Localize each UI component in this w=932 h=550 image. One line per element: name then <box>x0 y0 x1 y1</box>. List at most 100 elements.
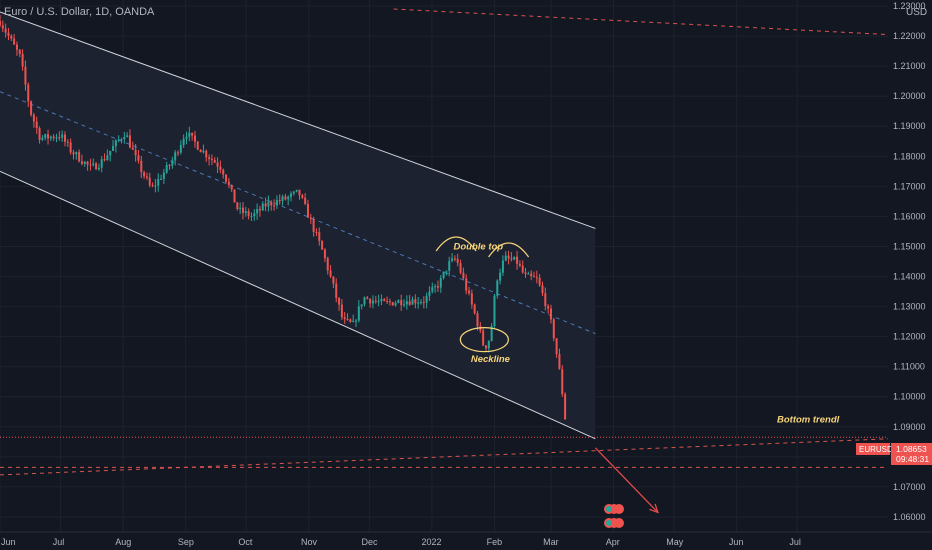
candle-body <box>256 209 259 214</box>
candle-body <box>417 302 420 304</box>
candle-body <box>318 232 321 241</box>
channel-upper-line <box>0 11 596 229</box>
candle-body <box>484 345 487 349</box>
candle-body <box>55 137 58 139</box>
candle-body <box>193 135 196 142</box>
candle-body <box>160 178 163 180</box>
candle-body <box>516 256 519 264</box>
candle-body <box>210 158 213 160</box>
candle-body <box>431 287 434 292</box>
candle-body <box>148 177 151 186</box>
candle-body <box>419 302 422 304</box>
candle-body <box>315 231 318 233</box>
candle-body <box>202 150 205 153</box>
candle-body <box>323 249 326 259</box>
candle-body <box>10 35 13 39</box>
candle-body <box>442 271 445 279</box>
candle-body <box>154 185 157 187</box>
candle-body <box>343 317 346 320</box>
annotation-label: Double top <box>454 241 504 252</box>
y-tick-label: 1.07000 <box>893 482 926 492</box>
candle-body <box>312 218 315 232</box>
forecast-arrow-icon <box>649 503 659 514</box>
candle-body <box>278 200 281 202</box>
candle-body <box>561 369 564 395</box>
x-tick-label: May <box>666 537 684 547</box>
candle-body <box>61 134 64 138</box>
candle-body <box>7 32 10 36</box>
symbol-badge-text: EURUSD <box>859 445 893 454</box>
candle-body <box>131 147 134 150</box>
candle-body <box>258 209 261 211</box>
candle-body <box>374 300 377 302</box>
candle-body <box>21 53 24 67</box>
candle-body <box>100 159 103 168</box>
candle-body <box>377 301 380 303</box>
candle-body <box>236 202 239 210</box>
price-axis[interactable]: 1.23000 1.22000 1.21000 1.20000 1.19000 1.180… <box>888 0 932 550</box>
candle-body <box>414 299 417 304</box>
x-tick-label: Feb <box>487 537 503 547</box>
candle-body <box>391 302 394 306</box>
candle-body <box>355 320 358 322</box>
candle-body <box>547 306 550 309</box>
annotations: Double top Neckline Bottom trendl <box>454 241 840 425</box>
candle-body <box>476 313 479 327</box>
symbol-title: Euro / U.S. Dollar, 1D, OANDA <box>4 6 155 18</box>
time-axis[interactable]: Jun Jul Aug Sep Oct Nov Dec 2022 Feb Mar Apr May Jun… <box>0 531 932 547</box>
candle-body <box>239 207 242 210</box>
candle-body <box>306 203 309 218</box>
candle-body <box>140 160 143 173</box>
candle-body <box>473 304 476 314</box>
candle-body <box>78 152 81 162</box>
candle-body <box>544 293 547 307</box>
candle-body <box>27 84 30 102</box>
candle-body <box>171 160 174 166</box>
candle-body <box>428 291 431 296</box>
x-tick-label: Oct <box>238 537 253 547</box>
candle-body <box>0 21 1 26</box>
last-price: 1.08653 <box>896 444 927 454</box>
double-top-arc-left <box>435 236 477 252</box>
x-tick-label: Nov <box>301 537 318 547</box>
candle-body <box>273 205 276 207</box>
candle-body <box>425 295 428 303</box>
candle-body <box>151 185 154 187</box>
x-tick-label: Mar <box>543 537 559 547</box>
candle-body <box>4 28 7 33</box>
event-icons[interactable] <box>604 504 624 528</box>
candle-body <box>504 255 507 261</box>
candle-body <box>49 136 52 139</box>
candle-body <box>66 141 69 143</box>
candle-body <box>383 299 386 301</box>
candle-body <box>290 193 293 197</box>
annotation-label: Neckline <box>471 354 511 365</box>
candle-body <box>465 278 468 291</box>
last-price-badge <box>891 443 932 465</box>
candle-body <box>513 256 516 260</box>
candle-body <box>309 217 312 219</box>
candle-body <box>244 211 247 213</box>
candle-body <box>126 135 129 138</box>
candle-body <box>35 121 38 129</box>
candle-body <box>41 137 44 140</box>
candle-body <box>233 189 236 203</box>
candle-body <box>281 196 284 201</box>
candle-body <box>292 191 295 194</box>
y-tick-label: 1.11000 <box>893 362 925 372</box>
candle-body <box>227 181 230 185</box>
candle-body <box>117 139 120 141</box>
candle-body <box>162 172 165 179</box>
candle-body <box>434 286 437 288</box>
candle-body <box>157 179 160 186</box>
candle-body <box>448 260 451 271</box>
candle-body <box>80 161 83 164</box>
candle-body <box>205 150 208 158</box>
candle-body <box>86 161 89 165</box>
candle-body <box>405 301 408 305</box>
candle-body <box>555 338 558 355</box>
candle-body <box>549 308 552 320</box>
candle-body <box>185 136 188 139</box>
candle-body <box>38 128 41 140</box>
